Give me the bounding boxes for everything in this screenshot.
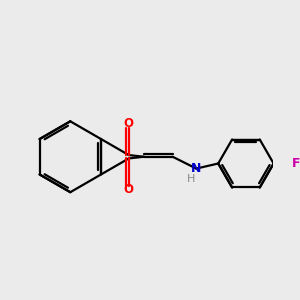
- Text: O: O: [124, 117, 134, 130]
- Text: F: F: [292, 157, 300, 170]
- Text: N: N: [191, 162, 202, 175]
- Text: O: O: [124, 183, 134, 196]
- Text: H: H: [187, 174, 195, 184]
